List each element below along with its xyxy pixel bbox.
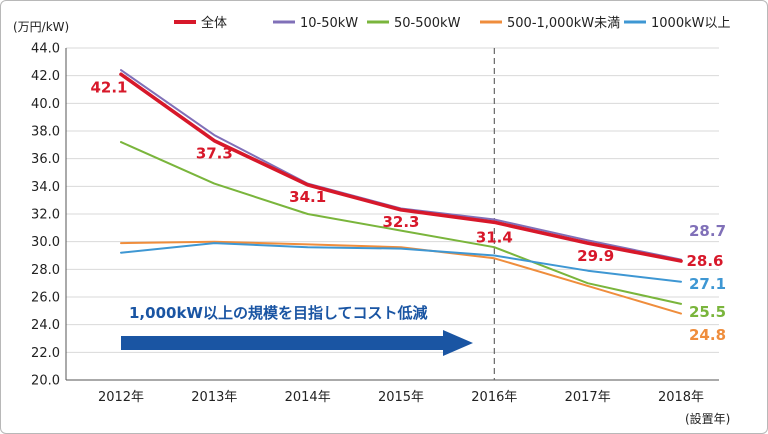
y-tick-label: 34.0 [31,180,60,195]
end-label: 27.1 [689,275,726,293]
x-tick-label: 2014年 [285,390,331,405]
y-tick-label: 28.0 [31,263,60,278]
y-tick-label: 30.0 [31,235,60,250]
x-tick-label: 2016年 [471,390,517,405]
x-axis-label: (設置年) [685,411,730,426]
data-labels: 42.1 37.3 34.1 32.3 31.4 29.9 28.6 28.7 27.1 25.5… [90,78,726,344]
data-label-total: 31.4 [476,228,513,246]
legend-entry: 10-50kW [300,16,358,31]
y-tick-label: 42.0 [31,69,60,84]
y-tick-label: 26.0 [31,291,60,306]
data-label-total: 32.3 [382,213,419,231]
y-tick-label: 38.0 [31,125,60,140]
data-label-total: 34.1 [289,188,326,206]
y-tick-label: 36.0 [31,152,60,167]
y-tick-label: 40.0 [31,97,60,112]
y-tick-label: 32.0 [31,208,60,223]
y-tick-label: 20.0 [31,374,60,389]
data-label-total: 37.3 [196,145,233,163]
x-tick-label: 2015年 [378,390,424,405]
series-line [120,141,682,305]
data-label-total: 29.9 [577,247,614,265]
x-tick-label: 2012年 [98,390,144,405]
end-label: 25.5 [689,303,726,321]
y-tick-label: 44.0 [31,42,60,57]
legend-entry: 全体 [201,15,227,31]
series-line [119,72,683,263]
x-tick-label: 2017年 [565,390,611,405]
annotation: 1,000kW以上の規模を目指してコスト低減 [121,304,473,356]
data-label-total: 28.6 [686,252,723,270]
x-tick-label: 2018年 [658,390,704,405]
legend-entry: 1000kW以上 [651,16,730,31]
y-tick-label: 22.0 [31,346,60,361]
annotation-arrow [121,330,473,356]
series [119,69,683,315]
legend-entry: 50-500kW [394,16,461,31]
legend-entry: 500-1,000kW未満 [507,16,620,31]
annotation-text: 1,000kW以上の規模を目指してコスト低減 [129,304,428,322]
y-tick-label: 24.0 [31,318,60,333]
series-line [120,240,682,315]
y-axis-label: (万円/kW) [13,20,69,34]
data-label-total: 42.1 [90,78,127,96]
legend: 全体 10-50kW 50-500kW 500-1,000kW未満 1000kW以上 [174,15,730,31]
end-label: 24.8 [689,326,726,344]
x-tick-label: 2013年 [191,390,237,405]
series-line [120,242,682,283]
end-label: 28.7 [689,222,726,240]
axes: 20.0 22.0 24.0 26.0 28.0 30.0 32.0 34.0 36.0 38.0… [31,42,719,405]
